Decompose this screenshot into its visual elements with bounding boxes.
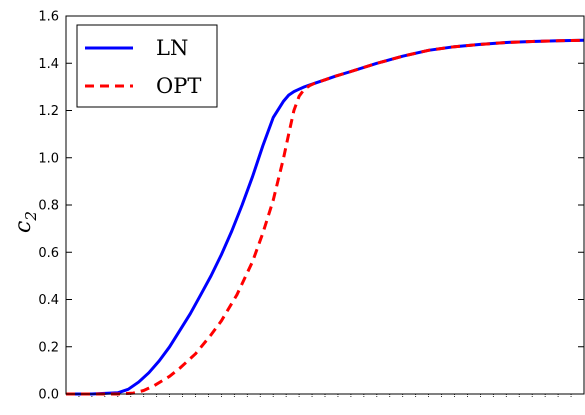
- y-axis: 0.0 0.2 0.4 0.6 0.8 1.0 1.2 1.4 1.6: [38, 10, 584, 403]
- legend-label-opt: OPT: [156, 74, 201, 98]
- y-tick-label: 1.0: [38, 151, 59, 166]
- y-tick-label: 0.6: [38, 246, 59, 261]
- x-axis: [78, 394, 572, 398]
- y-tick-label: 1.2: [38, 104, 59, 119]
- y-tick-label: 0.0: [38, 388, 59, 403]
- legend: LN OPT: [76, 24, 218, 108]
- y-tick-label: 1.4: [38, 57, 59, 72]
- y-tick-label: 0.4: [38, 293, 59, 308]
- legend-box: [76, 24, 218, 108]
- y-tick-label: 0.2: [38, 340, 59, 355]
- plot-lines: [66, 38, 585, 396]
- series-line-opt: [66, 38, 585, 396]
- legend-label-ln: LN: [156, 36, 188, 60]
- y-tick-label: 0.8: [38, 199, 59, 214]
- y-axis-label: c2: [11, 211, 40, 233]
- y-tick-label: 1.6: [38, 10, 59, 25]
- plot-frame: [65, 15, 585, 395]
